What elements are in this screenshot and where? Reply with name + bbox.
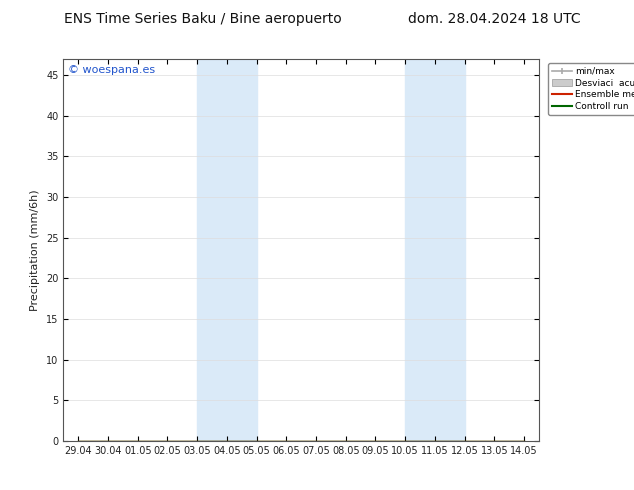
Bar [197,59,257,441]
Text: dom. 28.04.2024 18 UTC: dom. 28.04.2024 18 UTC [408,12,581,26]
Text: ENS Time Series Baku / Bine aeropuerto: ENS Time Series Baku / Bine aeropuerto [64,12,342,26]
Bar [405,59,465,441]
Text: © woespana.es: © woespana.es [68,65,155,74]
Legend: min/max, Desviaci  acute;n est  acute;ndar, Ensemble mean run, Controll run: min/max, Desviaci acute;n est acute;ndar… [548,63,634,115]
Y-axis label: Precipitation (mm/6h): Precipitation (mm/6h) [30,189,41,311]
